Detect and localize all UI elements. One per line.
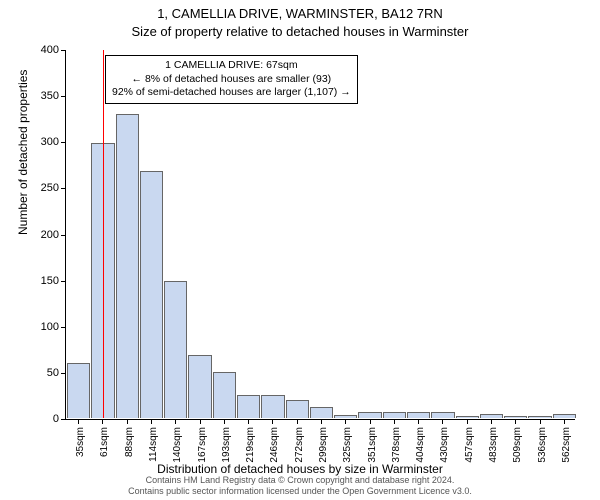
x-tick bbox=[515, 419, 516, 424]
x-tick bbox=[224, 419, 225, 424]
x-tick bbox=[418, 419, 419, 424]
x-tick-label: 325sqm bbox=[342, 427, 353, 463]
histogram-bar bbox=[431, 412, 454, 418]
x-tick bbox=[345, 419, 346, 424]
x-tick-label: 88sqm bbox=[124, 427, 135, 457]
histogram-bar bbox=[237, 395, 260, 418]
x-tick-label: 430sqm bbox=[439, 427, 450, 463]
y-tick-label: 300 bbox=[29, 136, 59, 148]
x-tick-label: 536sqm bbox=[537, 427, 548, 463]
x-tick-label: 299sqm bbox=[318, 427, 329, 463]
x-tick-label: 457sqm bbox=[464, 427, 475, 463]
histogram-bar bbox=[504, 416, 527, 418]
histogram-bar bbox=[553, 414, 576, 418]
y-tick-label: 200 bbox=[29, 229, 59, 241]
y-tick-label: 400 bbox=[29, 44, 59, 56]
histogram-bar bbox=[383, 412, 406, 418]
property-marker-line bbox=[103, 50, 104, 418]
x-tick bbox=[248, 419, 249, 424]
histogram-bar bbox=[528, 416, 551, 418]
histogram-bar bbox=[261, 395, 284, 418]
x-tick-label: 167sqm bbox=[197, 427, 208, 463]
histogram-bar bbox=[334, 415, 357, 418]
annotation-line-1: 1 CAMELLIA DRIVE: 67sqm bbox=[112, 59, 351, 73]
y-tick bbox=[61, 50, 66, 51]
x-tick bbox=[127, 419, 128, 424]
annotation-line-3: 92% of semi-detached houses are larger (… bbox=[112, 86, 351, 100]
histogram-bar bbox=[310, 407, 333, 418]
histogram-bar bbox=[456, 416, 479, 418]
attribution-line-2: Contains public sector information licen… bbox=[0, 486, 600, 497]
x-tick-label: 509sqm bbox=[512, 427, 523, 463]
x-tick-label: 378sqm bbox=[391, 427, 402, 463]
chart-subtitle: Size of property relative to detached ho… bbox=[0, 24, 600, 39]
histogram-bar bbox=[140, 171, 163, 418]
x-tick bbox=[442, 419, 443, 424]
histogram-bar bbox=[407, 412, 430, 418]
y-tick-label: 0 bbox=[29, 413, 59, 425]
x-tick bbox=[151, 419, 152, 424]
x-tick bbox=[370, 419, 371, 424]
chart-title-address: 1, CAMELLIA DRIVE, WARMINSTER, BA12 7RN bbox=[0, 6, 600, 21]
y-axis-title: Number of detached properties bbox=[16, 70, 30, 235]
annotation-line-2: ← 8% of detached houses are smaller (93) bbox=[112, 73, 351, 87]
plot-area: 05010015020025030035040035sqm61sqm88sqm1… bbox=[65, 50, 575, 420]
histogram-bar bbox=[358, 412, 381, 418]
histogram-bar bbox=[213, 372, 236, 418]
x-tick bbox=[564, 419, 565, 424]
y-tick bbox=[61, 235, 66, 236]
x-tick bbox=[272, 419, 273, 424]
x-tick-label: 246sqm bbox=[269, 427, 280, 463]
y-tick-label: 150 bbox=[29, 275, 59, 287]
histogram-bar bbox=[286, 400, 309, 418]
chart-area: 05010015020025030035040035sqm61sqm88sqm1… bbox=[65, 50, 575, 420]
histogram-bar bbox=[67, 363, 90, 418]
histogram-bar bbox=[480, 414, 503, 418]
x-tick-label: 272sqm bbox=[294, 427, 305, 463]
y-tick bbox=[61, 327, 66, 328]
y-tick bbox=[61, 419, 66, 420]
y-tick bbox=[61, 188, 66, 189]
x-tick bbox=[467, 419, 468, 424]
x-tick-label: 404sqm bbox=[415, 427, 426, 463]
x-axis-title: Distribution of detached houses by size … bbox=[0, 462, 600, 476]
histogram-bar bbox=[116, 114, 139, 418]
y-tick bbox=[61, 373, 66, 374]
x-tick-label: 483sqm bbox=[488, 427, 499, 463]
x-tick bbox=[200, 419, 201, 424]
histogram-bar bbox=[164, 281, 187, 418]
annotation-box: 1 CAMELLIA DRIVE: 67sqm ← 8% of detached… bbox=[105, 55, 358, 104]
x-tick bbox=[321, 419, 322, 424]
x-tick bbox=[78, 419, 79, 424]
x-tick bbox=[297, 419, 298, 424]
x-tick bbox=[102, 419, 103, 424]
x-tick-label: 61sqm bbox=[99, 427, 110, 457]
x-tick-label: 562sqm bbox=[561, 427, 572, 463]
y-tick bbox=[61, 142, 66, 143]
x-tick-label: 219sqm bbox=[245, 427, 256, 463]
x-tick bbox=[175, 419, 176, 424]
x-tick-label: 193sqm bbox=[221, 427, 232, 463]
y-tick-label: 100 bbox=[29, 321, 59, 333]
x-tick bbox=[394, 419, 395, 424]
y-tick-label: 50 bbox=[29, 367, 59, 379]
y-tick-label: 350 bbox=[29, 90, 59, 102]
attribution: Contains HM Land Registry data © Crown c… bbox=[0, 475, 600, 497]
x-tick-label: 114sqm bbox=[148, 427, 159, 462]
x-tick bbox=[491, 419, 492, 424]
x-tick-label: 140sqm bbox=[172, 427, 183, 463]
y-tick-label: 250 bbox=[29, 182, 59, 194]
y-tick bbox=[61, 281, 66, 282]
x-tick-label: 35sqm bbox=[75, 427, 86, 457]
x-tick-label: 351sqm bbox=[367, 427, 378, 463]
y-tick bbox=[61, 96, 66, 97]
histogram-bar bbox=[188, 355, 211, 418]
x-tick bbox=[540, 419, 541, 424]
attribution-line-1: Contains HM Land Registry data © Crown c… bbox=[0, 475, 600, 486]
